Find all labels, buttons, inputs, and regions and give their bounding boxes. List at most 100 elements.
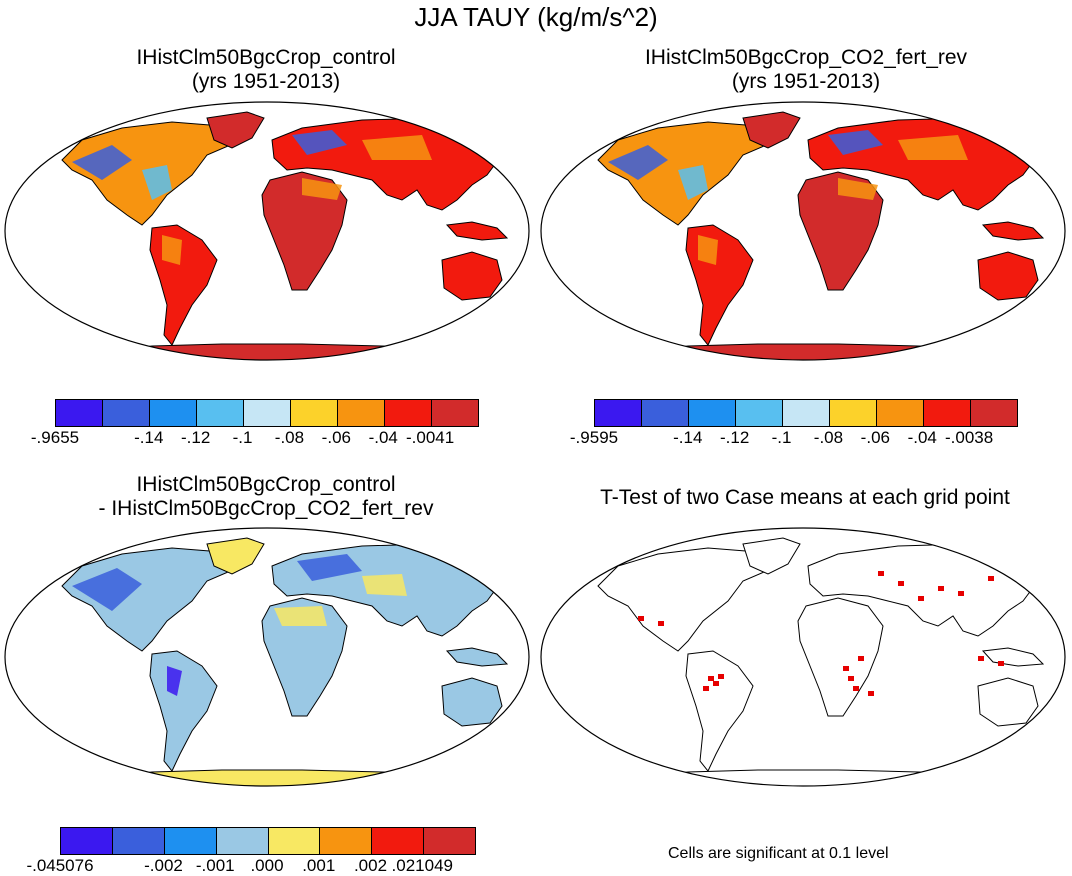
colorbar-tick-label: -.08: [813, 428, 844, 447]
colorbar-swatch: [338, 400, 385, 426]
colorbar-swatch: [244, 400, 291, 426]
significant-cell: [978, 656, 984, 661]
colorbar-swatch: [268, 828, 321, 854]
panel-4-map: [540, 527, 1066, 787]
significant-cell: [918, 596, 924, 601]
colorbar-tick-label: -.06: [860, 428, 890, 447]
map-border: [540, 101, 1066, 361]
colorbar-tick-label: -.1: [232, 428, 253, 447]
significant-cell: [853, 686, 859, 691]
colorbar-tick-label: -.12: [181, 428, 211, 447]
field-accent: [274, 606, 327, 626]
significant-cell: [718, 674, 724, 679]
panel-2-map: [540, 101, 1066, 361]
greenland-landmass: [206, 111, 265, 149]
map-border: [4, 527, 530, 787]
colorbar-swatch: [924, 400, 971, 426]
colorbar-swatch: [736, 400, 783, 426]
panel-2-title-line2: (yrs 1951-2013): [731, 70, 881, 93]
panel-1-map: [4, 101, 530, 361]
colorbar-tick-label: -.002: [144, 856, 183, 875]
colorbar-swatch: [291, 400, 338, 426]
panel-2-title-line1: IHistClm50BgcCrop_CO2_fert_rev: [644, 46, 968, 69]
samerica-landmass: [149, 650, 218, 772]
africa-landmass: [797, 171, 884, 291]
colorbar-tick-label: -.08: [274, 428, 305, 447]
panel-3-map: [4, 527, 530, 787]
significant-cell: [713, 681, 719, 686]
field-accent: [297, 554, 362, 581]
panel-3-title-line2: - IHistClm50BgcCrop_CO2_fert_rev: [98, 497, 434, 520]
field-accent: [72, 145, 132, 180]
colorbar-swatch: [56, 400, 103, 426]
colorbar-tick-label: .002: [353, 856, 388, 875]
greenland-landmass: [206, 537, 265, 575]
colorbar-swatch: [150, 400, 197, 426]
significant-cell: [938, 586, 944, 591]
panel-4-title-line1: T-Test of two Case means at each grid po…: [600, 486, 1010, 509]
significant-cell: [848, 676, 854, 681]
field-accent: [678, 165, 708, 200]
field-accent: [608, 145, 668, 180]
indonesia-landmass: [981, 221, 1045, 241]
panel-4-footnote: Cells are significant at 0.1 level: [668, 845, 889, 862]
panel-3-colorbar: [60, 827, 476, 855]
field-accent: [698, 235, 718, 265]
colorbar-swatch: [372, 828, 425, 854]
colorbar-tick-label: .021049: [391, 856, 453, 875]
panel-2-colorbar: [594, 399, 1018, 427]
colorbar-swatch: [830, 400, 877, 426]
namerica-landmass: [597, 547, 780, 652]
field-accent: [828, 130, 883, 155]
greenland-landmass: [742, 537, 801, 575]
colorbar-tick-label: -.14: [134, 428, 164, 447]
significant-cell: [858, 656, 864, 661]
significant-cell: [878, 571, 884, 576]
colorbar-tick-label: -.045076: [26, 856, 94, 875]
colorbar-tick-label: -.04: [368, 428, 398, 447]
indonesia-landmass: [445, 221, 509, 241]
colorbar-tick-label: -.14: [673, 428, 703, 447]
australia-landmass: [977, 251, 1039, 301]
significant-cell: [988, 576, 994, 581]
colorbar-swatch: [642, 400, 689, 426]
indonesia-landmass: [981, 647, 1045, 667]
significant-cell: [868, 691, 874, 696]
colorbar-swatch: [103, 400, 150, 426]
colorbar-tick-label: -.04: [907, 428, 937, 447]
field-accent: [838, 178, 878, 200]
colorbar-swatch: [112, 828, 165, 854]
samerica-landmass: [685, 224, 754, 346]
colorbar-tick-label: -.1: [771, 428, 792, 447]
panel-3-title: IHistClm50BgcCrop_control - IHistClm50Bg…: [30, 473, 502, 521]
colorbar-tick-label: -.9595: [569, 428, 619, 447]
africa-landmass: [797, 597, 884, 717]
significant-cell: [638, 616, 644, 621]
colorbar-tick-label: .001: [302, 856, 336, 875]
colorbar-swatch: [432, 400, 478, 426]
colorbar-tick-label: -.0041: [406, 428, 455, 447]
samerica-landmass: [685, 650, 754, 772]
field-accent: [362, 135, 432, 160]
samerica-landmass: [149, 224, 218, 346]
field-accent: [142, 165, 172, 200]
colorbar-swatch: [971, 400, 1017, 426]
australia-landmass: [441, 251, 503, 301]
field-accent: [362, 574, 407, 596]
significant-cell: [1008, 571, 1014, 576]
indonesia-landmass: [445, 647, 509, 667]
colorbar-swatch: [424, 828, 475, 854]
map-border: [4, 101, 530, 361]
colorbar-swatch: [783, 400, 830, 426]
colorbar-swatch: [385, 400, 432, 426]
significant-cell: [658, 621, 664, 626]
colorbar-tick-label: -.0038: [945, 428, 994, 447]
significant-cell: [708, 676, 714, 681]
panel-1-title: IHistClm50BgcCrop_control (yrs 1951-2013…: [60, 46, 472, 94]
colorbar-swatch: [197, 400, 244, 426]
colorbar-tick-label: -.001: [195, 856, 235, 875]
map-border: [540, 527, 1066, 787]
significant-cell: [703, 686, 709, 691]
field-accent: [162, 235, 182, 265]
colorbar-swatch: [595, 400, 642, 426]
